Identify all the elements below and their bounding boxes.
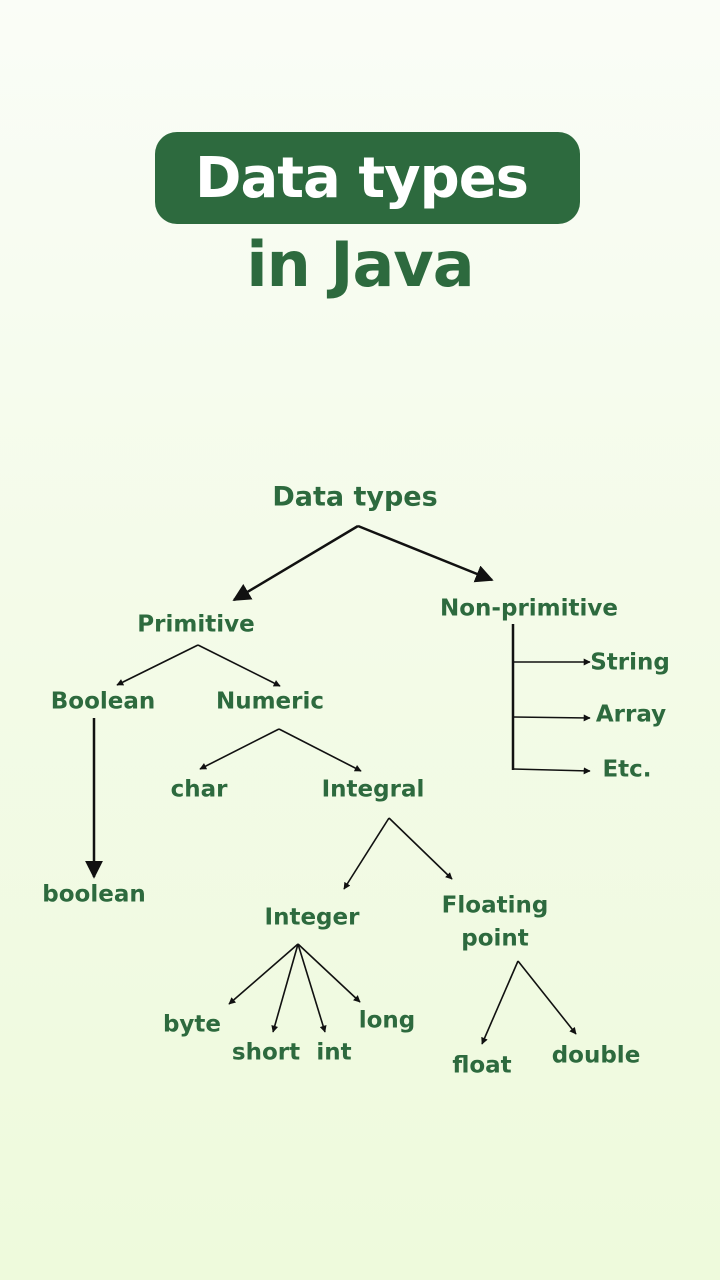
- node-double: double: [551, 1042, 641, 1069]
- node-int: int: [316, 1039, 352, 1066]
- arrow-integer-to-short: [271, 943, 299, 1033]
- arrow-primitive-to-numeric: [197, 644, 281, 687]
- node-floating-point-line2: point: [461, 926, 529, 952]
- title-banner: Data types: [155, 132, 580, 224]
- arrow-integer-to-byte: [228, 943, 299, 1005]
- page-title: Data types: [195, 145, 529, 211]
- node-float: float: [452, 1052, 512, 1079]
- arrow-integer-to-long: [297, 943, 361, 1003]
- node-boolean-type: boolean: [42, 881, 146, 908]
- node-floating-point: Floating point: [442, 890, 549, 957]
- arrow-primitive-to-boolean: [116, 644, 199, 686]
- arrow-root-to-non-primitive: [357, 524, 494, 583]
- arrow-numeric-to-char: [199, 728, 280, 770]
- node-non-primitive: Non-primitive: [440, 595, 618, 622]
- node-short: short: [231, 1039, 301, 1066]
- arrow-integer-to-int: [297, 943, 327, 1033]
- node-string: String: [590, 649, 670, 676]
- arrow-non-primitive-to-array: [512, 714, 591, 722]
- node-integer: Integer: [264, 904, 360, 931]
- node-array: Array: [595, 701, 667, 728]
- node-boolean-group: Boolean: [50, 688, 156, 715]
- node-long: long: [358, 1007, 416, 1034]
- node-primitive: Primitive: [137, 611, 255, 638]
- arrow-non-primitive-to-etc: [512, 767, 591, 775]
- arrow-integral-to-floating-point: [388, 817, 453, 880]
- node-integral: Integral: [321, 776, 425, 803]
- node-numeric: Numeric: [215, 688, 325, 715]
- arrow-floating-point-to-double: [517, 960, 577, 1035]
- arrow-root-to-primitive: [232, 524, 359, 602]
- node-byte: byte: [162, 1011, 222, 1038]
- arrow-integral-to-integer: [343, 817, 390, 890]
- page-subtitle: in Java: [246, 228, 474, 301]
- node-etc: Etc.: [602, 756, 652, 783]
- arrow-floating-point-to-float: [481, 960, 519, 1045]
- node-char: char: [170, 776, 228, 803]
- arrow-numeric-to-integral: [278, 728, 362, 772]
- node-floating-point-line1: Floating: [441, 892, 549, 919]
- node-data-types: Data types: [272, 481, 438, 513]
